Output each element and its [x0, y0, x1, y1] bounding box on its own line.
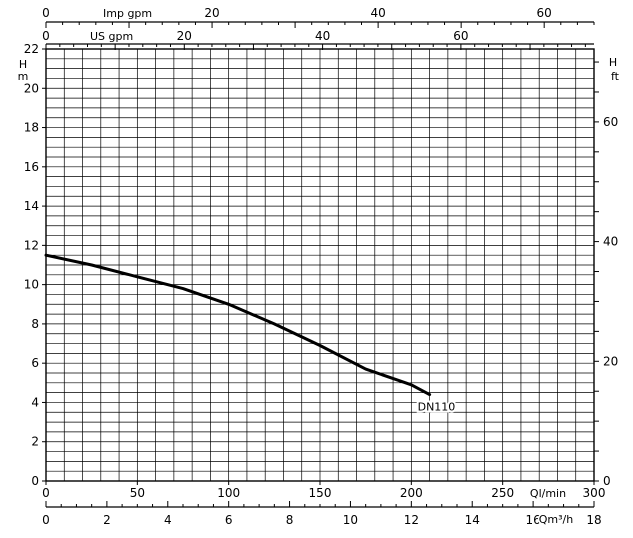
imp-gpm-tick-label: 40 — [370, 6, 385, 20]
y-tick-label: 4 — [31, 395, 39, 409]
qm3h-tick-label: 4 — [164, 513, 172, 527]
chart-grid — [45, 48, 595, 482]
y-tick-label: 18 — [24, 121, 39, 135]
qm3h-tick-label: 16 — [525, 513, 540, 527]
ft-tick-label: 40 — [603, 235, 618, 249]
qm3h-tick-label: 6 — [225, 513, 233, 527]
y-tick-label: 22 — [24, 42, 39, 56]
y-tick-label: 10 — [24, 278, 39, 292]
series-line-dn110 — [44, 253, 432, 397]
ft-tick-label: 60 — [603, 115, 618, 129]
x-tick-label: 200 — [400, 486, 423, 500]
qm3h-tick-label: 8 — [286, 513, 294, 527]
imp-gpm-tick-label: 20 — [204, 6, 219, 20]
y-tick-label: 14 — [24, 199, 39, 213]
chart-curves: DN110 — [44, 253, 457, 416]
y-tick-label: 0 — [31, 474, 39, 488]
ft-axis-label-h: H — [609, 56, 617, 69]
us-gpm-tick-label: 60 — [453, 29, 468, 43]
series-label: DN110 — [418, 401, 456, 414]
x-tick-label: 100 — [217, 486, 240, 500]
x-axis-label: Ql/min — [530, 487, 566, 500]
y-axis-label-unit: m — [18, 70, 29, 83]
qm3h-tick-label: 14 — [465, 513, 480, 527]
qm3h-tick-label: 12 — [404, 513, 419, 527]
x-tick-label: 50 — [130, 486, 145, 500]
ft-tick-label: 20 — [603, 354, 618, 368]
imp-gpm-tick-label: 0 — [42, 6, 50, 20]
y-tick-label: 12 — [24, 238, 39, 252]
x-tick-label: 0 — [42, 486, 50, 500]
imp-gpm-tick-label: 60 — [537, 6, 552, 20]
us-gpm-tick-label: 40 — [315, 29, 330, 43]
y-tick-label: 2 — [31, 435, 39, 449]
ft-axis-label-unit: ft — [611, 70, 620, 83]
x-tick-label: 150 — [309, 486, 332, 500]
y-tick-label: 8 — [31, 317, 39, 331]
qm3h-axis-label: Qm³/h — [539, 513, 573, 526]
qm3h-tick-label: 10 — [343, 513, 358, 527]
imp-gpm-label: Imp gpm — [103, 7, 152, 20]
us-gpm-tick-label: 20 — [177, 29, 192, 43]
y-tick-label: 6 — [31, 356, 39, 370]
qm3h-tick-label: 18 — [586, 513, 601, 527]
x-tick-label: 250 — [491, 486, 514, 500]
us-gpm-label: US gpm — [90, 30, 133, 43]
x-tick-label: 300 — [583, 486, 606, 500]
qm3h-tick-label: 0 — [42, 513, 50, 527]
y-axis-label-h: H — [19, 58, 27, 71]
ft-tick-label: 0 — [603, 474, 611, 488]
us-gpm-tick-label: 0 — [42, 29, 50, 43]
y-tick-label: 16 — [24, 160, 39, 174]
y-tick-label: 20 — [24, 81, 39, 95]
qm3h-tick-label: 2 — [103, 513, 111, 527]
